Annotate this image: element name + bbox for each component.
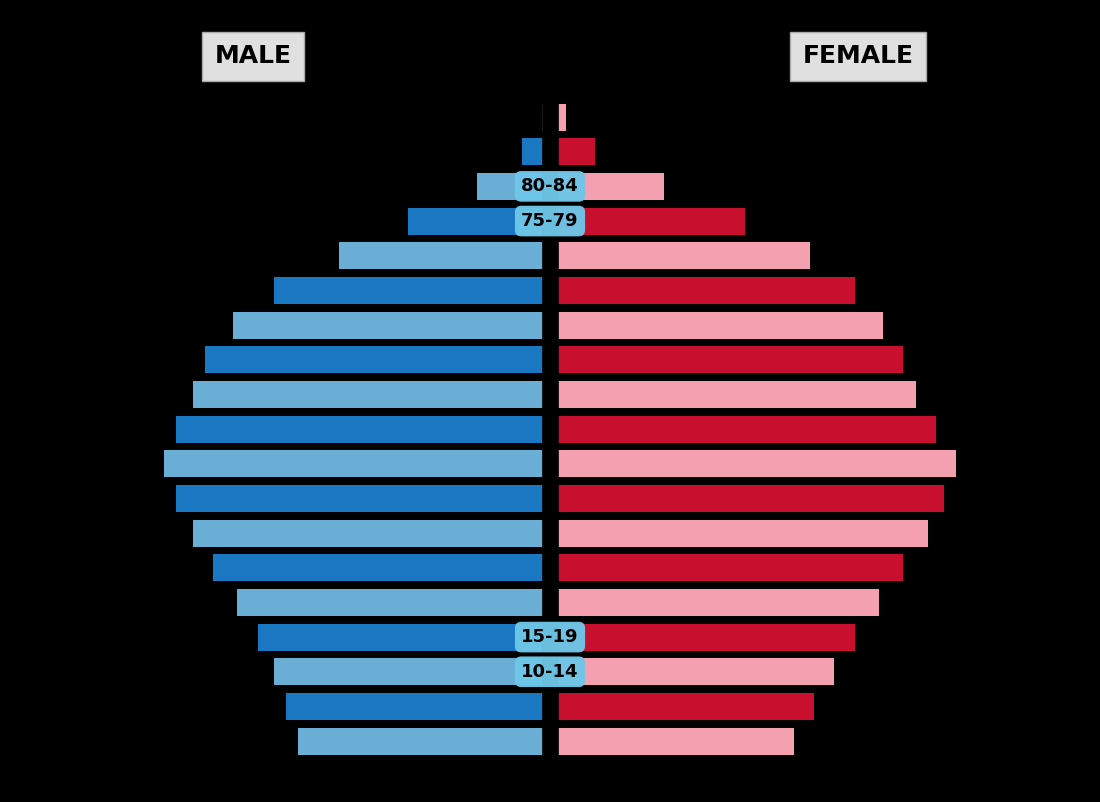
Bar xyxy=(233,311,550,338)
Bar xyxy=(274,277,550,304)
Bar xyxy=(238,589,550,616)
Bar xyxy=(176,485,550,512)
Bar xyxy=(286,693,550,720)
Bar xyxy=(521,138,550,165)
Bar xyxy=(213,554,550,581)
Bar xyxy=(550,589,879,616)
Bar xyxy=(550,450,956,477)
Bar xyxy=(550,138,595,165)
Text: 80-84: 80-84 xyxy=(521,177,579,196)
Bar xyxy=(550,693,814,720)
Bar xyxy=(550,242,810,269)
Bar xyxy=(550,103,566,131)
Bar xyxy=(542,103,550,131)
Bar xyxy=(550,381,915,408)
Bar xyxy=(298,727,550,755)
Bar xyxy=(408,208,550,234)
Bar xyxy=(164,450,550,477)
Bar xyxy=(339,242,550,269)
Bar xyxy=(550,485,944,512)
Bar xyxy=(550,554,903,581)
Bar xyxy=(550,624,855,650)
Bar xyxy=(477,173,550,200)
Text: 10-14: 10-14 xyxy=(521,662,579,681)
Bar xyxy=(550,727,794,755)
Bar xyxy=(550,311,883,338)
Bar xyxy=(550,208,745,234)
Bar xyxy=(176,415,550,443)
Bar xyxy=(274,658,550,685)
Bar xyxy=(205,346,550,373)
Bar xyxy=(192,520,550,547)
Bar xyxy=(550,658,834,685)
Bar xyxy=(550,277,855,304)
Bar xyxy=(550,415,936,443)
Bar xyxy=(257,624,550,650)
Bar xyxy=(192,381,550,408)
Text: FEMALE: FEMALE xyxy=(803,44,913,68)
Text: 75-79: 75-79 xyxy=(521,212,579,230)
Text: MALE: MALE xyxy=(214,44,292,68)
Bar xyxy=(550,346,903,373)
Text: 15-19: 15-19 xyxy=(521,628,579,646)
Bar xyxy=(550,520,927,547)
Bar xyxy=(550,173,663,200)
